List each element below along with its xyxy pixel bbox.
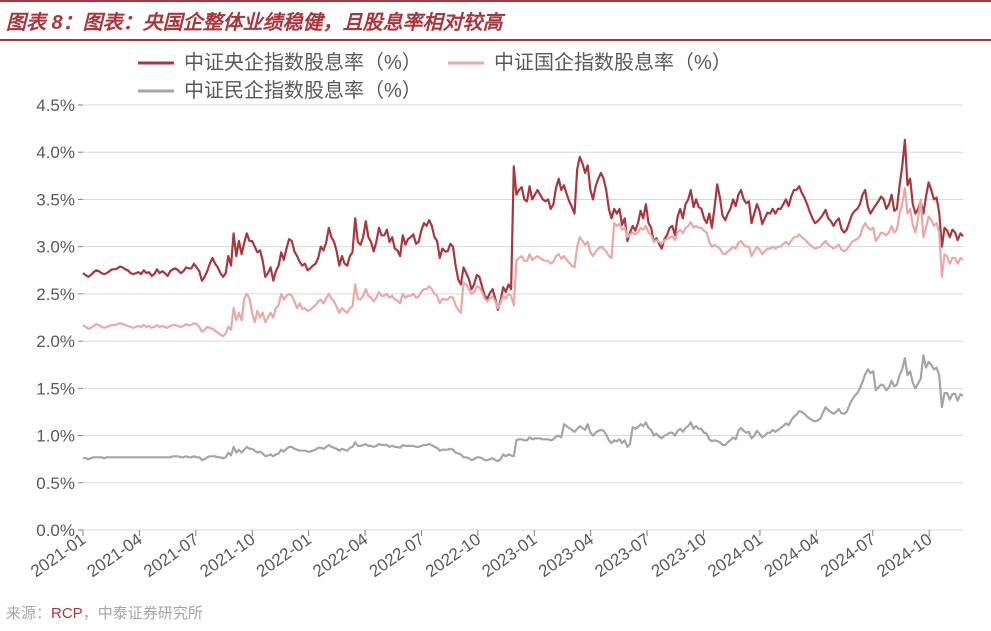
svg-text:2021-10: 2021-10 [197, 530, 259, 581]
chart-title: 图表 8：图表：央国企整体业绩稳健，且股息率相对较高 [0, 0, 991, 41]
chart-svg: 0.0%0.5%1.0%1.5%2.0%2.5%3.0%3.5%4.0%4.5%… [18, 45, 978, 600]
svg-text:3.0%: 3.0% [36, 238, 75, 257]
svg-text:2.5%: 2.5% [36, 285, 75, 304]
svg-text:1.0%: 1.0% [36, 427, 75, 446]
source-line: 来源：RCP，中泰证券研究所 [0, 600, 991, 623]
svg-text:2022-04: 2022-04 [309, 530, 371, 581]
svg-text:0.5%: 0.5% [36, 474, 75, 493]
svg-text:2023-07: 2023-07 [591, 530, 653, 581]
svg-text:2024-01: 2024-01 [704, 530, 766, 581]
svg-text:中证央企指数股息率（%）: 中证央企指数股息率（%） [184, 51, 422, 74]
svg-text:2021-04: 2021-04 [84, 530, 146, 581]
source-rcp: RCP [51, 605, 83, 622]
svg-text:2.0%: 2.0% [36, 332, 75, 351]
plot-area: 0.0%0.5%1.0%1.5%2.0%2.5%3.0%3.5%4.0%4.5%… [18, 45, 978, 600]
svg-text:2024-07: 2024-07 [817, 530, 879, 581]
svg-text:2022-10: 2022-10 [422, 530, 484, 581]
svg-text:2024-04: 2024-04 [761, 530, 823, 581]
svg-text:4.0%: 4.0% [36, 143, 75, 162]
svg-text:2024-10: 2024-10 [873, 530, 935, 581]
svg-text:2021-07: 2021-07 [140, 530, 202, 581]
svg-text:2022-07: 2022-07 [366, 530, 428, 581]
chart-container: 图表 8：图表：央国企整体业绩稳健，且股息率相对较高 0.0%0.5%1.0%1… [0, 0, 991, 631]
svg-text:2023-10: 2023-10 [648, 530, 710, 581]
svg-text:中证民企指数股息率（%）: 中证民企指数股息率（%） [184, 79, 422, 102]
svg-text:1.5%: 1.5% [36, 379, 75, 398]
svg-text:3.5%: 3.5% [36, 190, 75, 209]
svg-text:4.5%: 4.5% [36, 96, 75, 115]
svg-text:中证国企指数股息率（%）: 中证国企指数股息率（%） [494, 51, 732, 74]
source-suffix: ，中泰证券研究所 [83, 605, 203, 622]
svg-text:2023-01: 2023-01 [479, 530, 541, 581]
source-prefix: 来源： [6, 605, 51, 622]
svg-text:2022-01: 2022-01 [253, 530, 315, 581]
svg-text:2023-04: 2023-04 [535, 530, 597, 581]
